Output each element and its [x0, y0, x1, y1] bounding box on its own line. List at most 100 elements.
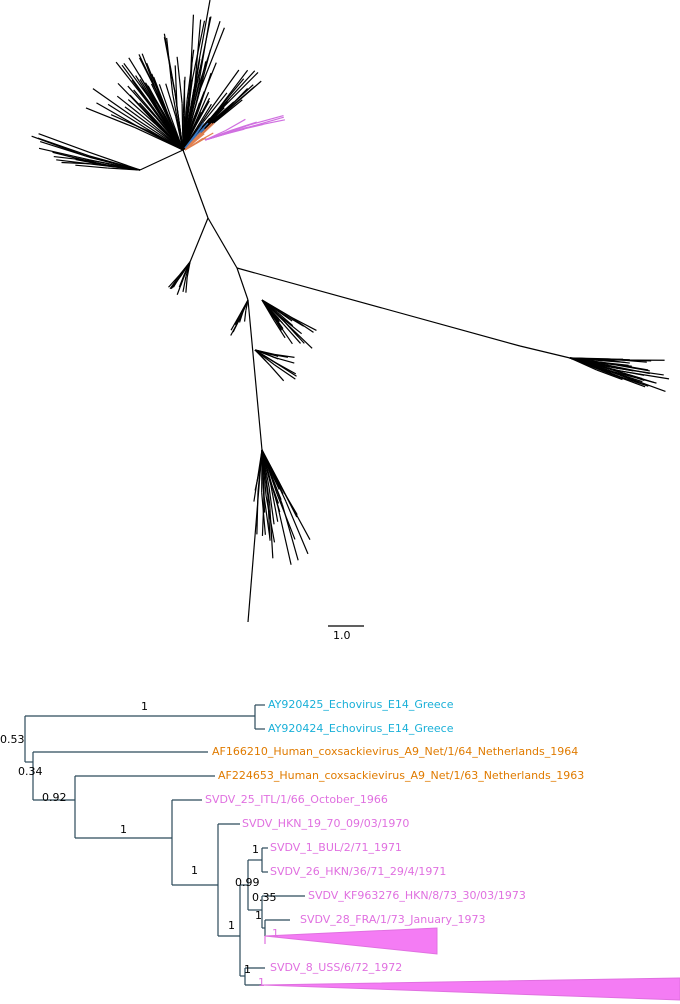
branch — [261, 493, 265, 536]
branch — [75, 164, 108, 169]
branch — [163, 37, 176, 94]
branch — [244, 116, 284, 129]
branch — [277, 322, 293, 345]
support: 1 — [141, 700, 148, 713]
branch — [280, 320, 301, 344]
branch — [107, 103, 147, 130]
branch — [184, 134, 196, 149]
branch — [194, 133, 205, 142]
branch — [207, 101, 235, 126]
branch — [96, 102, 140, 128]
branch — [200, 27, 225, 89]
branch — [168, 274, 181, 288]
support-values: 1 0.53 0.34 0.92 1 1 1 0.99 1 0.35 1 1 1… — [0, 700, 279, 989]
branch — [272, 314, 283, 331]
branch — [204, 101, 229, 126]
branch — [198, 21, 221, 86]
branch — [285, 501, 309, 555]
branch — [184, 140, 200, 151]
branch — [117, 82, 153, 119]
branch — [272, 313, 284, 330]
branch — [599, 361, 629, 366]
branch — [139, 78, 162, 115]
tip-label: SVDV_28_FRA/1/73_January_1973 — [300, 913, 485, 926]
branch — [272, 318, 286, 339]
branch — [282, 313, 305, 327]
branch — [144, 82, 166, 117]
branch — [138, 126, 184, 151]
branch — [569, 357, 611, 367]
support: 1 — [252, 843, 259, 856]
branch — [88, 151, 141, 171]
branch — [254, 349, 277, 364]
branch — [151, 106, 184, 151]
branch — [276, 310, 293, 322]
branch — [153, 76, 169, 114]
support: 1 — [191, 864, 198, 877]
branch — [92, 88, 139, 121]
branch — [617, 373, 666, 392]
scale-label: 1.0 — [333, 629, 351, 642]
branch — [239, 299, 249, 316]
collapsed-clade — [264, 927, 438, 955]
branch — [158, 84, 172, 117]
branch — [220, 80, 262, 117]
tip-label: SVDV_26_HKN/36/71_29/4/1971 — [270, 865, 446, 878]
branch — [189, 14, 195, 83]
branch — [269, 309, 280, 320]
support: 1 — [120, 823, 127, 836]
branch — [139, 102, 163, 128]
branch — [277, 506, 292, 565]
branch — [190, 109, 198, 131]
branch — [609, 365, 650, 375]
branch — [107, 165, 141, 171]
branch — [182, 82, 200, 151]
branch — [596, 369, 623, 381]
branch — [274, 353, 295, 358]
branch — [600, 362, 632, 367]
tip-labels: AY920425_Echovirus_E14_Greece AY920424_E… — [205, 698, 584, 974]
branch — [198, 17, 211, 83]
branch — [150, 83, 169, 118]
branch — [265, 495, 276, 543]
branch — [197, 72, 212, 112]
branch — [191, 112, 202, 132]
tip-label: SVDV_8_USS/6/72_1972 — [270, 961, 402, 974]
support: 1 — [228, 919, 235, 932]
branch — [121, 64, 153, 107]
branch — [182, 129, 192, 151]
branch — [75, 158, 108, 167]
branch — [89, 156, 141, 171]
branch — [253, 475, 259, 502]
branch — [261, 299, 274, 316]
support: 0.92 — [42, 791, 67, 804]
branch — [225, 118, 246, 132]
branch — [266, 352, 279, 358]
branch — [257, 449, 263, 476]
support: 0.99 — [235, 876, 260, 889]
branch — [185, 277, 188, 293]
branch — [268, 486, 275, 525]
branch — [56, 159, 99, 166]
branch — [212, 78, 245, 116]
branch — [178, 274, 185, 288]
branch — [194, 122, 204, 136]
branch — [38, 147, 90, 161]
support: 0.53 — [0, 733, 25, 746]
branch — [608, 372, 646, 388]
branch — [597, 359, 626, 364]
branch — [124, 106, 155, 130]
branch — [52, 151, 97, 164]
branch — [261, 449, 265, 494]
tip-label: AY920425_Echovirus_E14_Greece — [268, 698, 454, 711]
branch — [599, 358, 630, 361]
tip-label: AF166210_Human_coxsackievirus_A9_Net/1/6… — [212, 745, 578, 758]
tip-label: SVDV_KF963276_HKN/8/73_30/03/1973 — [308, 889, 526, 902]
branch — [277, 312, 294, 327]
branch — [167, 117, 184, 151]
tip-label: SVDV_HKN_19_70_09/03/1970 — [242, 817, 409, 830]
branch — [127, 85, 157, 118]
branch — [286, 323, 313, 349]
branch — [133, 89, 160, 121]
branch — [198, 122, 215, 138]
